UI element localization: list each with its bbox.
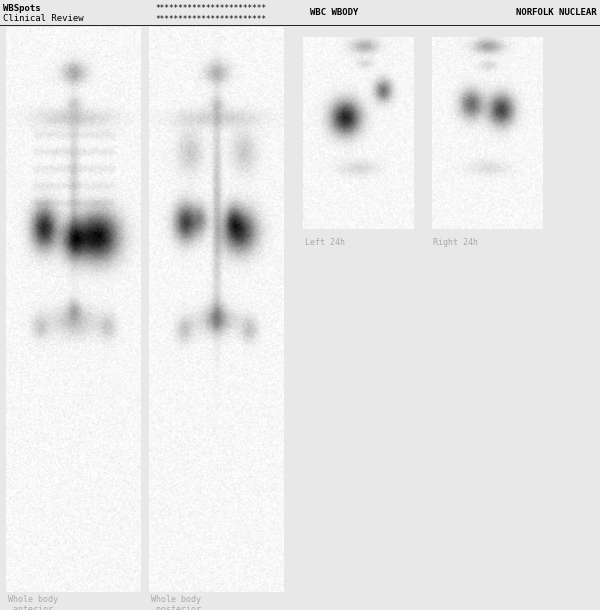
Text: Right 24h: Right 24h	[433, 238, 478, 247]
Text: Clinical Review: Clinical Review	[3, 14, 83, 23]
Text: WBC WBODY: WBC WBODY	[310, 9, 358, 17]
Text: Whole body
 posterior: Whole body posterior	[151, 595, 201, 610]
Text: ************************: ************************	[155, 15, 266, 24]
Text: WBSpots: WBSpots	[3, 4, 41, 13]
Text: ************************: ************************	[155, 4, 266, 13]
Text: NORFOLK NUCLEAR: NORFOLK NUCLEAR	[517, 9, 597, 17]
Text: Left 24h: Left 24h	[305, 238, 345, 247]
Text: Whole body
 anterior: Whole body anterior	[8, 595, 58, 610]
